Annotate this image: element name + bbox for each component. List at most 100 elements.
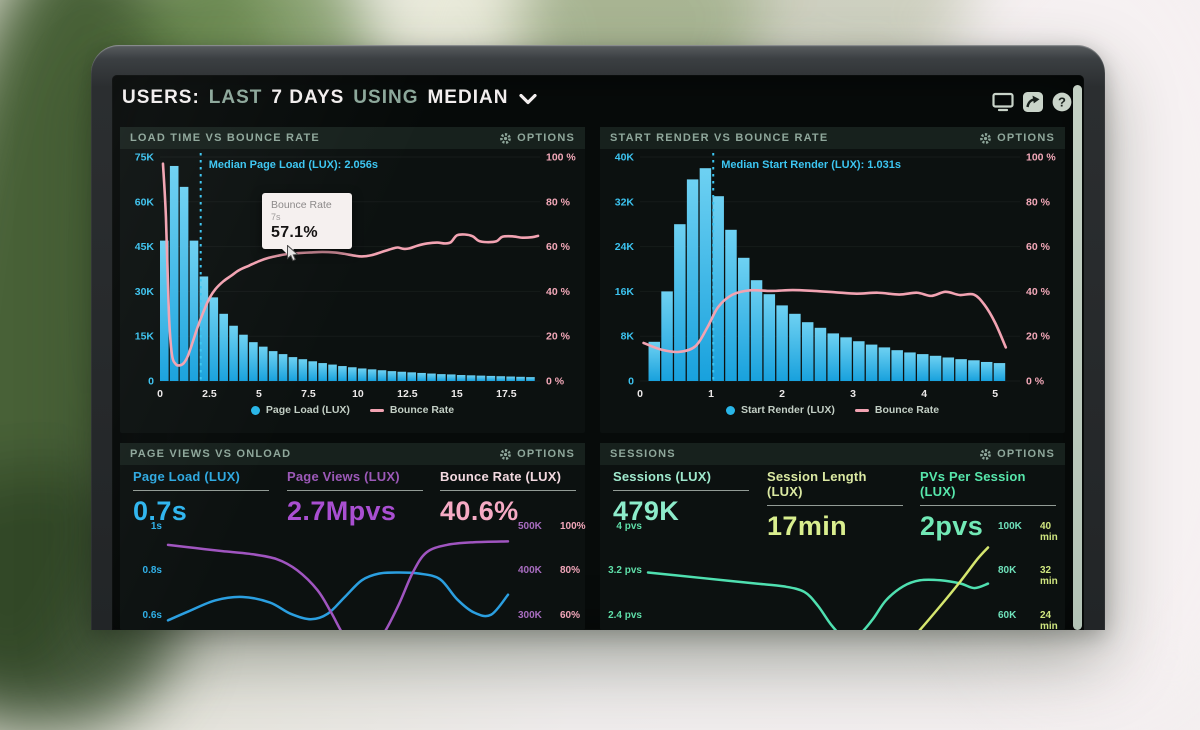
svg-text:12.5: 12.5 bbox=[397, 388, 418, 400]
right-axis-tick: 80% bbox=[560, 565, 581, 576]
right-axis-tick: 100K bbox=[998, 521, 1022, 532]
title-segment: USERS: bbox=[122, 87, 200, 108]
panel-title: PAGE VIEWS VS ONLOAD bbox=[130, 448, 292, 460]
panel-load-time-vs-bounce-rate: LOAD TIME VS BOUNCE RATE OPTIONS 75K 100 … bbox=[120, 127, 585, 433]
right-axis-ticks: 60K 24 min bbox=[998, 610, 1070, 630]
svg-text:100 %: 100 % bbox=[546, 152, 576, 164]
right-axis-tick: 60% bbox=[560, 610, 581, 621]
laptop: USERS: LAST 7 DAYS USING MEDIAN ? bbox=[91, 45, 1105, 630]
gear-icon bbox=[500, 448, 511, 460]
svg-text:40 %: 40 % bbox=[1026, 286, 1051, 298]
metric-label: Session Length (LUX) bbox=[767, 469, 903, 506]
metric-label: Bounce Rate (LUX) bbox=[440, 469, 576, 491]
legend-line-swatch bbox=[369, 408, 384, 412]
metric-page-views: Page Views (LUX) 2.7Mpvs bbox=[287, 469, 429, 527]
laptop-screen: USERS: LAST 7 DAYS USING MEDIAN ? bbox=[112, 75, 1084, 630]
metric-label: Page Views (LUX) bbox=[287, 469, 423, 491]
page-views-onload-line-chart[interactable] bbox=[120, 519, 585, 630]
svg-text:0: 0 bbox=[628, 376, 634, 388]
right-axis-tick: 40 min bbox=[1040, 521, 1058, 543]
svg-text:60 %: 60 % bbox=[1026, 241, 1051, 253]
axis-row: 1s 500K 100% bbox=[120, 521, 586, 535]
svg-text:10: 10 bbox=[352, 388, 364, 400]
metric-value: 2.7Mpvs bbox=[287, 496, 397, 526]
chart-tooltip: Bounce Rate 7s 57.1% bbox=[262, 193, 352, 255]
options-button[interactable]: OPTIONS bbox=[499, 132, 575, 145]
axis-row: 2.4 pvs 60K 24 min bbox=[600, 610, 1065, 630]
scrollbar[interactable] bbox=[1073, 85, 1082, 630]
svg-text:45K: 45K bbox=[135, 241, 155, 253]
display-icon[interactable] bbox=[992, 92, 1014, 112]
svg-text:32K: 32K bbox=[615, 196, 635, 208]
svg-text:2.5: 2.5 bbox=[202, 388, 217, 400]
right-axis-tick: 100% bbox=[560, 521, 586, 532]
svg-text:0 %: 0 % bbox=[546, 376, 565, 388]
right-axis-tick: 300K bbox=[518, 610, 542, 621]
svg-text:24K: 24K bbox=[615, 241, 635, 253]
title-segment: USING bbox=[353, 87, 419, 108]
svg-text:80 %: 80 % bbox=[546, 196, 571, 208]
dashboard-title-dropdown[interactable]: USERS: LAST 7 DAYS USING MEDIAN bbox=[122, 87, 538, 109]
metric-session-length: Session Length (LUX) 17min bbox=[767, 469, 909, 542]
start-render-histogram-chart[interactable]: 40K 100 % 32K 80 % 24K 60 % 16K 40 % 8K 20 % 0 0 % 0… bbox=[600, 149, 1065, 407]
svg-text:17.5: 17.5 bbox=[496, 388, 517, 400]
right-axis-tick: 32 min bbox=[1040, 565, 1058, 587]
left-axis-tick: 0.8s bbox=[142, 565, 162, 576]
panel-header: LOAD TIME VS BOUNCE RATE OPTIONS bbox=[120, 127, 585, 149]
tooltip-title: Bounce Rate bbox=[271, 199, 332, 211]
left-axis-tick: 4 pvs bbox=[616, 521, 642, 532]
metric-value: 40.6% bbox=[440, 496, 519, 526]
svg-text:15: 15 bbox=[451, 388, 463, 400]
right-axis-tick: 400K bbox=[518, 565, 542, 576]
tooltip-value: 57.1% bbox=[271, 224, 318, 241]
svg-text:20 %: 20 % bbox=[1026, 331, 1051, 343]
panel-page-views-vs-onload: PAGE VIEWS VS ONLOAD OPTIONS Page Load (… bbox=[120, 443, 586, 630]
options-label: OPTIONS bbox=[517, 132, 575, 144]
right-axis-tick: 24 min bbox=[1040, 610, 1058, 630]
title-segment: MEDIAN bbox=[427, 87, 509, 108]
gear-icon bbox=[500, 132, 511, 144]
metric-value: 17min bbox=[767, 511, 848, 541]
help-icon[interactable]: ? bbox=[1052, 92, 1072, 112]
left-axis-tick: 2.4 pvs bbox=[608, 610, 642, 621]
sessions-line-chart[interactable] bbox=[600, 519, 1065, 630]
svg-text:75K: 75K bbox=[135, 152, 155, 164]
right-axis-ticks: 400K 80% bbox=[518, 565, 590, 576]
right-axis-ticks: 500K 100% bbox=[518, 521, 590, 532]
share-icon[interactable] bbox=[1023, 92, 1043, 112]
right-axis-tick: 500K bbox=[518, 521, 542, 532]
options-label: OPTIONS bbox=[997, 448, 1055, 460]
panel-title: LOAD TIME VS BOUNCE RATE bbox=[130, 132, 320, 144]
panel-header: START RENDER VS BOUNCE RATE OPTIONS bbox=[600, 127, 1065, 149]
svg-text:5: 5 bbox=[256, 388, 262, 400]
svg-text:2: 2 bbox=[779, 388, 785, 400]
options-button[interactable]: OPTIONS bbox=[499, 448, 575, 461]
tooltip-bucket: 7s bbox=[271, 212, 281, 222]
right-axis-ticks: 300K 60% bbox=[518, 610, 590, 621]
panel-header: SESSIONS OPTIONS bbox=[600, 443, 1065, 465]
metric-page-load: Page Load (LUX) 0.7s bbox=[133, 469, 275, 527]
svg-text:0: 0 bbox=[637, 388, 643, 400]
svg-text:8K: 8K bbox=[621, 331, 635, 343]
svg-text:5: 5 bbox=[992, 388, 998, 400]
metric-label: Sessions (LUX) bbox=[613, 469, 749, 491]
svg-text:7.5: 7.5 bbox=[301, 388, 316, 400]
right-axis-ticks: 100K 40 min bbox=[998, 521, 1070, 543]
svg-text:40K: 40K bbox=[615, 152, 635, 164]
options-button[interactable]: OPTIONS bbox=[979, 132, 1055, 145]
options-button[interactable]: OPTIONS bbox=[979, 448, 1055, 461]
left-axis-tick: 3.2 pvs bbox=[608, 565, 642, 576]
panel-title: START RENDER VS BOUNCE RATE bbox=[610, 132, 829, 144]
metric-value: 479K bbox=[613, 496, 680, 526]
right-axis-tick: 60K bbox=[998, 610, 1017, 621]
left-axis-tick: 1s bbox=[150, 521, 162, 532]
panel-sessions: SESSIONS OPTIONS Sessions (LUX) 479K Ses… bbox=[600, 443, 1065, 630]
mouse-cursor-icon bbox=[287, 245, 299, 262]
panel-header: PAGE VIEWS VS ONLOAD OPTIONS bbox=[120, 443, 585, 465]
metric-value: 0.7s bbox=[133, 496, 188, 526]
load-time-histogram-chart[interactable]: 75K 100 % 60K 80 % 45K 60 % 30K 40 % 15K 20 % 0 0 %… bbox=[120, 149, 585, 407]
metric-bounce-rate: Bounce Rate (LUX) 40.6% bbox=[440, 469, 582, 527]
axis-row: 0.8s 400K 80% bbox=[120, 565, 585, 579]
svg-text:60K: 60K bbox=[135, 196, 155, 208]
svg-text:20 %: 20 % bbox=[546, 331, 571, 343]
